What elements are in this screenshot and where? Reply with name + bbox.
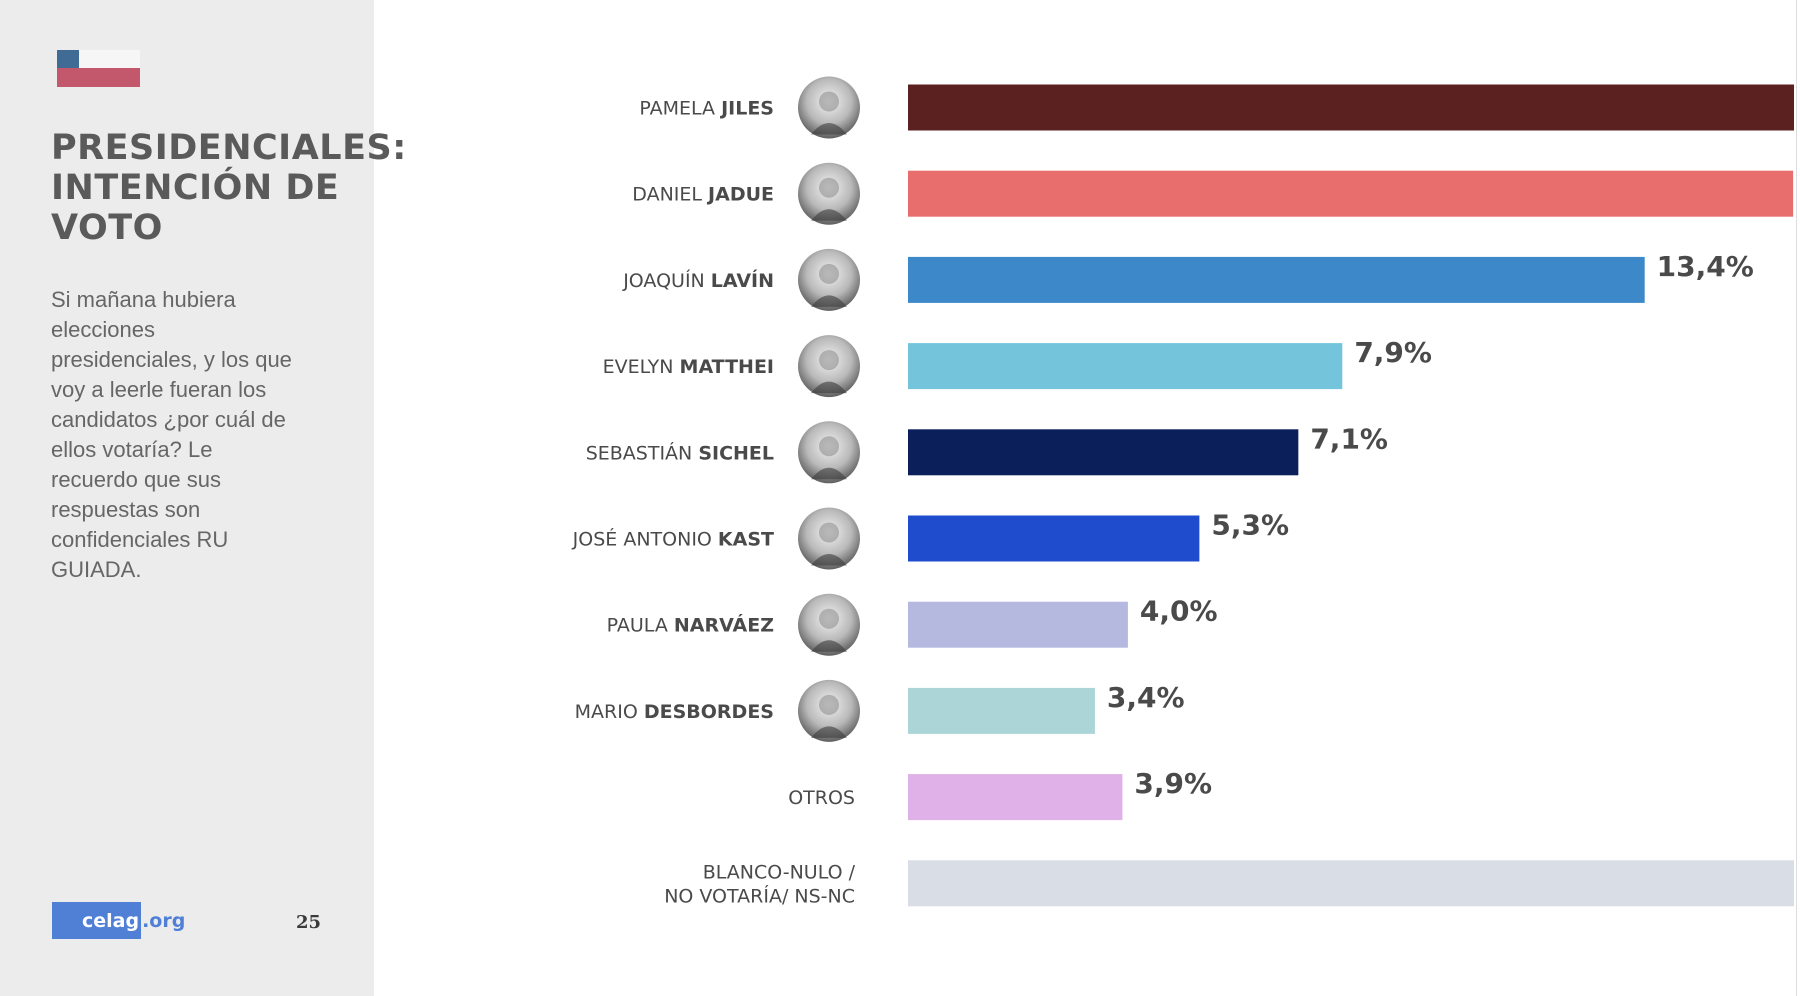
first-name: JOAQUÍN — [622, 269, 711, 292]
first-name: EVELYN — [603, 356, 680, 378]
bar — [908, 256, 1645, 303]
category-label: PAULA NARVÁEZ — [607, 614, 774, 637]
first-name: PAULA — [607, 615, 674, 637]
first-name: JOSÉ ANTONIO — [572, 528, 718, 551]
candidate-photo — [798, 593, 860, 656]
bar — [908, 687, 1095, 734]
logo-main: celag — [52, 902, 142, 939]
survey-question: Si mañana hubiera elecciones presidencia… — [51, 287, 292, 582]
category-label: BLANCO-NULO / — [703, 861, 856, 883]
category-label: MARIO DESBORDES — [575, 701, 774, 723]
last-name: LAVÍN — [711, 269, 774, 292]
bar — [908, 170, 1794, 217]
category-label: SEBASTIÁN SICHEL — [586, 441, 774, 464]
value-label: 3,4% — [1107, 681, 1185, 714]
sidebar: PRESIDENCIALES: INTENCIÓN DE VOTO Si mañ… — [0, 0, 407, 996]
bar-row: PAULA NARVÁEZ 4,0% — [607, 593, 1218, 656]
bar — [908, 601, 1128, 648]
bar-row: JOAQUÍN LAVÍN 13,4% — [622, 248, 1754, 311]
last-name: KAST — [718, 529, 774, 551]
value-label: 7,1% — [1310, 422, 1388, 455]
page-title: PRESIDENCIALES: INTENCIÓN DE VOTO — [51, 128, 407, 248]
candidate-photo — [798, 162, 860, 225]
first-name: PAMELA — [639, 98, 721, 120]
logo-tld: .org — [142, 909, 186, 932]
value-label: 3,9% — [1134, 767, 1212, 800]
category-label: EVELYN MATTHEI — [603, 356, 774, 378]
value-label: 5,3% — [1211, 509, 1289, 542]
first-name: SEBASTIÁN — [586, 441, 699, 464]
celag-logo: celag .org — [52, 902, 185, 939]
bar — [908, 515, 1200, 562]
category-label: JOSÉ ANTONIO KAST — [572, 528, 774, 551]
last-name: JILES — [719, 98, 774, 120]
first-name: OTROS — [788, 787, 855, 809]
candidate-photo — [798, 507, 860, 570]
bar — [908, 429, 1299, 476]
last-name: MATTHEI — [680, 356, 774, 378]
slide-edge — [1796, 0, 1797, 996]
bar-row: BLANCO-NULO /NO VOTARÍA/ NS-NC21,3% — [664, 860, 1794, 907]
last-name: DESBORDES — [644, 701, 774, 723]
bar-row: OTROS 3,9% — [788, 767, 1212, 821]
category-label: DANIEL JADUE — [632, 184, 774, 206]
candidate-photo — [798, 76, 860, 139]
category-label: JOAQUÍN LAVÍN — [622, 269, 774, 292]
category-label-line2: NO VOTARÍA/ NS-NC — [664, 884, 855, 907]
bar-row: MARIO DESBORDES 3,4% — [575, 679, 1185, 742]
bar-row: DANIEL JADUE16,1% — [632, 162, 1794, 225]
first-name: DANIEL — [632, 184, 708, 206]
bar-row: SEBASTIÁN SICHEL 7,1% — [586, 421, 1388, 484]
bar — [908, 774, 1123, 821]
category-label: PAMELA JILES — [639, 98, 774, 120]
bar — [908, 343, 1343, 390]
vote-intention-chart: PAMELA JILES17,7% DANIEL JADUE16,1% JOAQUÍ… — [572, 76, 1794, 907]
first-name: MARIO — [575, 701, 644, 723]
bar — [908, 860, 1794, 907]
chile-flag-icon — [57, 50, 140, 87]
candidate-photo — [798, 421, 860, 484]
bar-row: JOSÉ ANTONIO KAST 5,3% — [572, 507, 1289, 570]
candidate-photo — [798, 248, 860, 311]
bar-row: EVELYN MATTHEI 7,9% — [603, 335, 1432, 398]
value-label: 4,0% — [1140, 595, 1218, 628]
category-label: OTROS — [788, 787, 855, 809]
last-name: JADUE — [706, 184, 774, 206]
last-name: SICHEL — [698, 442, 774, 464]
value-label: 13,4% — [1657, 250, 1754, 283]
value-label: 7,9% — [1354, 336, 1432, 369]
bar — [908, 84, 1794, 131]
page-number: 25 — [296, 912, 322, 933]
candidate-photo — [798, 679, 860, 742]
last-name: NARVÁEZ — [674, 614, 774, 637]
bar-row: PAMELA JILES17,7% — [639, 76, 1794, 139]
candidate-photo — [798, 335, 860, 398]
